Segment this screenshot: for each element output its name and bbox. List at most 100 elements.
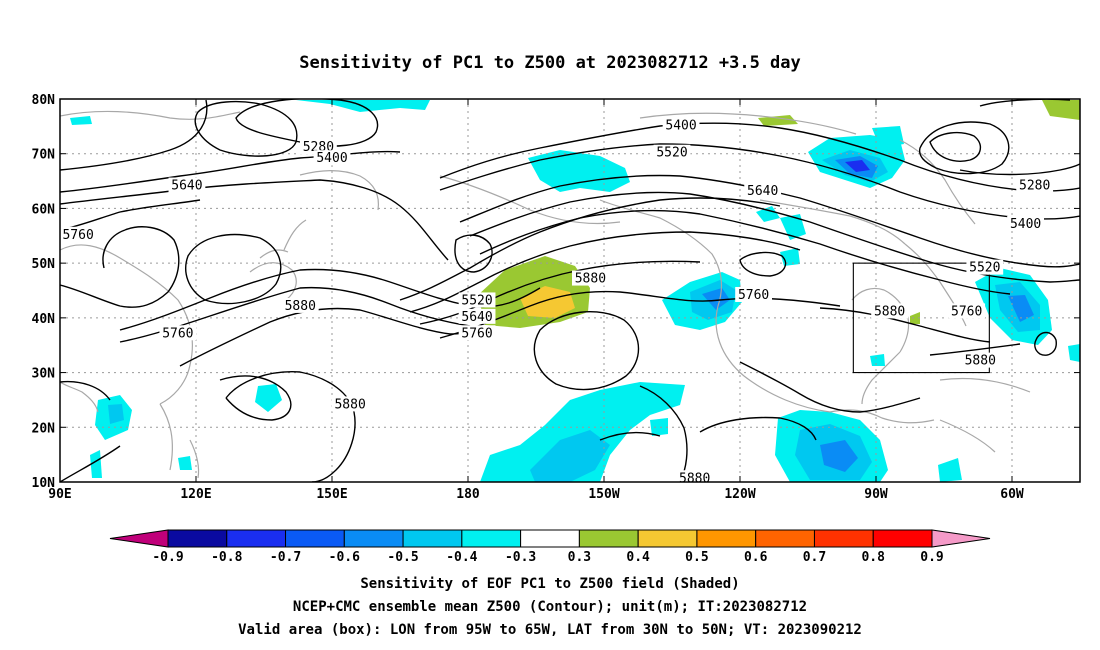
contour-label-bg (1007, 215, 1044, 231)
caption-line-3: Valid area (box): LON from 95W to 65W, L… (238, 622, 862, 638)
shade-green-blob (758, 115, 798, 126)
shade-cyan-blob (1068, 344, 1080, 362)
y-tick-label: 20N (32, 421, 56, 436)
lat-lon-grid (60, 99, 1080, 482)
contour-label-bg (168, 177, 206, 193)
shade-cyan-blob (780, 214, 806, 240)
colorbar-swatch (402, 529, 463, 548)
shade-green-blob (910, 312, 920, 324)
contour-label-bg (1016, 177, 1054, 193)
colorbar-label: -0.9 (152, 550, 183, 565)
colorbar-swatch (578, 529, 639, 548)
caption-block: Sensitivity of EOF PC1 to Z500 field (Sh… (238, 576, 862, 638)
x-tick-label: 120E (180, 487, 211, 502)
colorbar-label: -0.5 (387, 550, 418, 565)
contour-label: 5760 (738, 288, 769, 303)
caption-line-1: Sensitivity of EOF PC1 to Z500 field (Sh… (360, 576, 739, 592)
contour-label-bg (60, 226, 97, 242)
shade-blue-core (1008, 295, 1034, 322)
colorbar-label: 0.4 (626, 550, 650, 565)
shade-cyan-blob (178, 456, 192, 470)
x-tick-label: 90W (864, 487, 888, 502)
colorbar-label: -0.8 (211, 550, 242, 565)
contour-label-bg (313, 150, 351, 166)
contour-label-bg (735, 286, 772, 302)
colorbar-swatch (343, 529, 404, 548)
colorbar-swatch (167, 529, 228, 548)
x-tick-label: 90E (48, 487, 71, 502)
sensitivity-shading (70, 100, 1080, 482)
contour-label-bg (458, 308, 496, 324)
contour-label-bg (871, 303, 908, 319)
contour-label: 5640 (171, 179, 202, 194)
contour-label-bg (159, 325, 197, 341)
shade-yellow-core (520, 286, 575, 318)
y-axis-ticks: 10N 20N 30N 40N 50N 60N 70N 80N (32, 93, 1080, 491)
contour-label-bg (662, 117, 700, 133)
colorbar-label: 0.3 (568, 550, 591, 565)
caption-line-2: NCEP+CMC ensemble mean Z500 (Contour); u… (293, 599, 807, 615)
x-tick-label: 60W (1000, 487, 1024, 502)
colorbar-label: 0.9 (920, 550, 943, 565)
colorbar-label: 0.8 (861, 550, 885, 565)
contour-label: 5520 (461, 293, 492, 308)
shade-cyan-blob (872, 126, 904, 148)
contour-label-bg (676, 470, 714, 482)
contour-label: 5880 (575, 272, 606, 287)
contour-label-bg (281, 297, 319, 313)
contour-label: 5760 (951, 304, 982, 319)
shade-cyan-blob (255, 384, 282, 412)
y-tick-label: 80N (32, 93, 56, 108)
y-tick-label: 30N (32, 367, 56, 382)
colorbar: -0.9 -0.8 -0.7 -0.6 -0.5 -0.4 -0.3 0.3 0.4 0.5 0.6… (109, 529, 991, 565)
contour-label: 5640 (461, 310, 492, 325)
contour-label: 5400 (665, 118, 696, 133)
contour-label: 5880 (679, 471, 710, 486)
colorbar-swatch (813, 529, 874, 548)
colorbar-high-extend (931, 529, 991, 548)
contour-label: 5640 (747, 184, 778, 199)
contour-label-bg (948, 303, 986, 319)
shade-blue-core (530, 430, 610, 482)
shade-green-blob (1042, 100, 1080, 120)
contour-label-bg (458, 292, 496, 308)
x-tick-label: 120W (724, 487, 755, 502)
colorbar-swatch (285, 529, 345, 548)
colorbar-label: -0.3 (505, 550, 536, 565)
contour-label: 5760 (62, 228, 93, 243)
colorbar-label: -0.4 (446, 550, 477, 565)
contour-label-bg (961, 352, 999, 368)
contour-label: 5880 (334, 397, 365, 412)
contour-label-bg (572, 270, 609, 286)
contour-label-bg (744, 183, 782, 199)
shade-cyan-blob (480, 382, 685, 482)
colorbar-label: -0.6 (329, 550, 360, 565)
contour-label: 5400 (1010, 217, 1041, 232)
shade-cyan-blob (70, 116, 92, 125)
y-tick-label: 40N (32, 312, 56, 327)
valid-area-box (852, 262, 990, 374)
y-tick-label: 50N (32, 257, 56, 272)
shade-cyan-blob (938, 458, 962, 482)
contour-label: 5280 (1019, 179, 1050, 194)
x-tick-label: 150W (588, 487, 619, 502)
shade-cyan-blob (870, 354, 885, 366)
colorbar-swatch (637, 529, 698, 548)
shade-blue-core (702, 288, 730, 310)
colorbar-low-extend (109, 529, 169, 548)
map-frame (59, 98, 1081, 483)
colorbar-swatch (696, 529, 757, 548)
contour-label: 5880 (965, 354, 996, 369)
colorbar-swatch (226, 529, 287, 548)
contour-label: 5880 (874, 304, 905, 319)
contour-label-bg (966, 259, 1004, 275)
y-tick-label: 60N (32, 202, 56, 217)
colorbar-swatch (872, 529, 933, 548)
contour-label-bg (458, 325, 496, 341)
shade-blue-core (108, 404, 124, 424)
contour-label-layer: 5280 5400 5640 5760 5880 5760 5880 5520 5640 5760… (60, 117, 1054, 486)
x-axis-ticks: 90E 120E 150E 180 150W 120W 90W 60W (48, 99, 1024, 502)
shade-cyan-blob (756, 206, 780, 222)
contour-label: 5880 (285, 299, 316, 314)
